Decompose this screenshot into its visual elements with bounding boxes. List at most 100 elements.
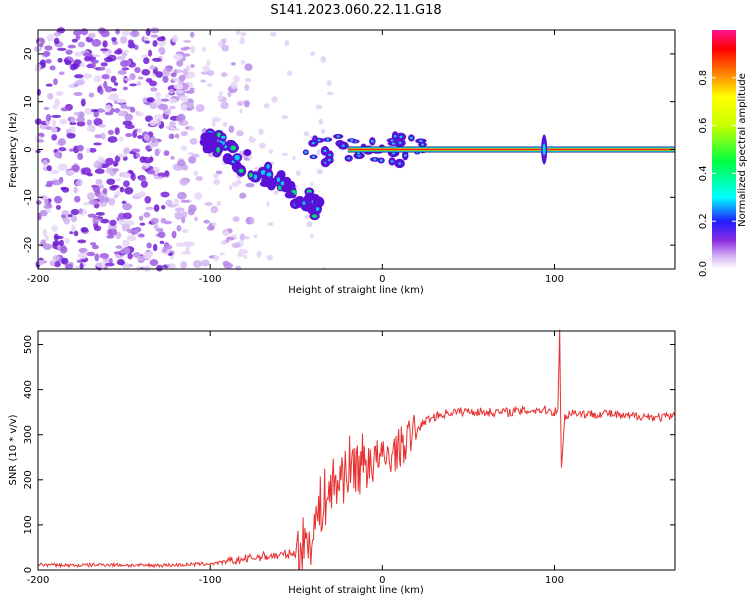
noise-blob (144, 195, 152, 204)
noise-blob (35, 200, 42, 205)
noise-blob (181, 211, 188, 218)
noise-blob (178, 74, 186, 82)
noise-blob (46, 34, 55, 42)
carrier-blob-core (403, 154, 407, 157)
noise-blob (146, 169, 156, 175)
noise-blob (121, 172, 132, 178)
carrier-blob-core (390, 160, 394, 163)
noise-blob (138, 176, 147, 182)
snr-panel: -200 -100 0 100 0 100 200 300 400 500 Height of … (8, 329, 676, 596)
noise-blob (146, 242, 152, 249)
noise-blob (93, 59, 99, 64)
noise-blob (123, 212, 132, 220)
x-tick-label: 0 (379, 274, 385, 285)
noise-blob (200, 79, 207, 83)
noise-blob (73, 230, 79, 237)
noise-blob (104, 104, 112, 111)
noise-blob (117, 153, 127, 158)
trace-blob (284, 191, 295, 199)
noise-blob (90, 109, 99, 113)
noise-blob (206, 69, 215, 77)
noise-blob (149, 119, 157, 127)
colorbar-tick-label: 0.8 (698, 70, 709, 86)
noise-blob (239, 233, 246, 241)
noise-blob (162, 70, 171, 77)
noise-blob (130, 173, 136, 181)
noise-blob (121, 223, 131, 232)
noise-blob (153, 114, 164, 121)
snr-y-label: SNR (10 * v/v) (8, 414, 19, 485)
noise-blob (212, 222, 217, 226)
noise-blob (281, 152, 289, 156)
noise-blob (195, 176, 203, 181)
noise-blob (136, 255, 145, 261)
noise-blob (109, 219, 117, 226)
noise-blob (112, 168, 120, 172)
noise-blob (137, 233, 145, 238)
noise-blob (210, 205, 219, 214)
noise-blob (42, 159, 48, 166)
noise-blob (176, 90, 184, 94)
noise-blob (63, 58, 69, 63)
noise-blob (80, 98, 86, 107)
noise-blob (239, 108, 243, 114)
noise-blob (67, 214, 73, 218)
carrier-blob-core (328, 153, 332, 157)
trace-core (216, 132, 221, 138)
trace-core (234, 154, 240, 161)
noise-blob (207, 83, 213, 88)
y-tick-label: -20 (23, 237, 34, 253)
noise-blob (230, 81, 238, 90)
y-tick-label: 400 (23, 380, 34, 399)
noise-blob (94, 168, 105, 174)
noise-blob (266, 201, 270, 207)
noise-blob (57, 47, 67, 51)
noise-blob (98, 27, 106, 35)
noise-blob (127, 234, 137, 242)
noise-blob (113, 160, 119, 167)
carrier-blob-core (398, 162, 402, 165)
noise-blob (79, 62, 86, 68)
noise-blob (75, 34, 81, 40)
noise-blob (141, 68, 151, 76)
noise-blob (208, 153, 214, 158)
noise-blob (122, 120, 133, 126)
noise-blob (106, 178, 116, 185)
trace-blob (202, 142, 210, 154)
noise-blob (171, 230, 177, 239)
noise-blob (57, 57, 63, 63)
trace-blob (306, 203, 316, 215)
colorbar-gradient (712, 30, 736, 269)
noise-blob (85, 147, 91, 154)
colorbar-tick-label: 0.4 (698, 165, 709, 181)
noise-blob (44, 45, 53, 51)
noise-blob (239, 192, 247, 199)
trace-core (230, 145, 237, 151)
noise-blob (43, 106, 50, 111)
noise-blob (76, 116, 86, 123)
noise-blob (73, 29, 82, 36)
trace-blob (200, 132, 210, 143)
noise-blob (100, 218, 110, 224)
noise-blob (152, 57, 162, 62)
noise-blob (113, 82, 119, 86)
noise-blob (310, 182, 314, 186)
noise-blob (218, 41, 224, 47)
carrier-spike-core (542, 143, 546, 156)
noise-blob (86, 125, 95, 132)
carrier-blob-core (326, 138, 330, 141)
noise-blob (145, 145, 151, 151)
noise-blob (163, 150, 170, 156)
noise-blob (82, 52, 92, 57)
noise-blob (174, 133, 180, 139)
noise-blob (36, 139, 45, 143)
trace-core (216, 146, 220, 153)
trace-core (248, 172, 253, 178)
noise-blob (161, 205, 166, 210)
colorbar-label: Normalized spectral amplitude (737, 73, 748, 227)
noise-blob (152, 243, 158, 252)
noise-blob (131, 148, 141, 153)
noise-blob (306, 221, 313, 228)
noise-blob (170, 155, 175, 160)
